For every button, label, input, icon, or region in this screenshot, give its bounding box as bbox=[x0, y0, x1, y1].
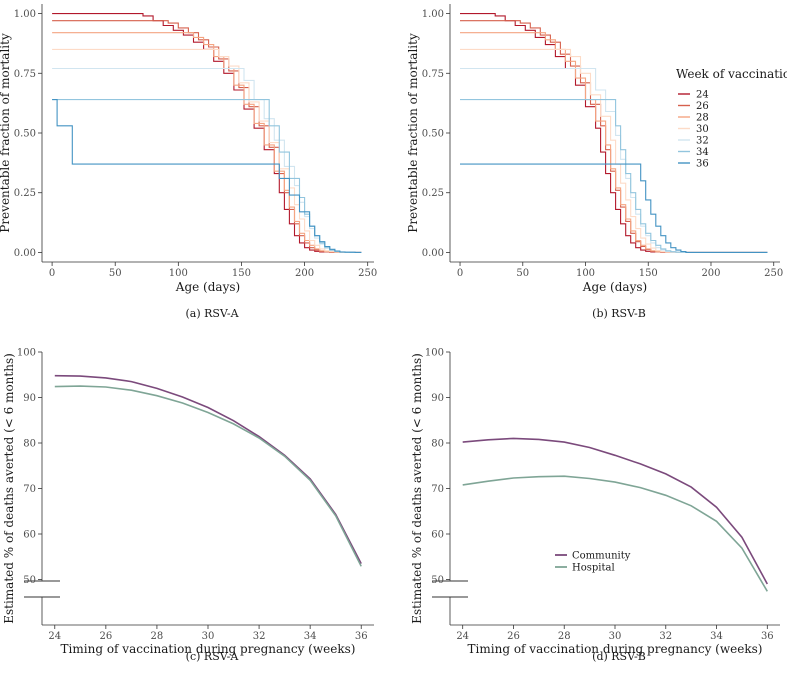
x-tick-label: 32 bbox=[253, 631, 266, 642]
x-tick-label: 50 bbox=[516, 268, 529, 279]
y-tick-label: 70 bbox=[23, 484, 36, 495]
x-tick-label: 30 bbox=[609, 631, 622, 642]
y-tick-label: 0.25 bbox=[14, 188, 36, 199]
y-tick-label: 50 bbox=[23, 575, 36, 586]
series-line-community bbox=[462, 437, 769, 585]
legend-label: 26 bbox=[696, 101, 709, 112]
series-line-week-30 bbox=[460, 48, 768, 253]
x-tick-label: 36 bbox=[355, 631, 368, 642]
x-tick-label: 50 bbox=[109, 268, 122, 279]
x-axis-label: Timing of vaccination during pregnancy (… bbox=[61, 642, 356, 656]
x-axis-label: Timing of vaccination during pregnancy (… bbox=[468, 642, 763, 656]
x-axis-label: Age (days) bbox=[582, 280, 647, 294]
x-tick-label: 26 bbox=[99, 631, 112, 642]
chart-b: 0.00 0.25 0.50 0.75 1.00 0 50 100 150 200 250 Age (… bbox=[406, 4, 787, 320]
series-line-hospital bbox=[54, 385, 362, 567]
y-axis-label: Preventable fraction of mortality bbox=[0, 33, 12, 233]
x-tick-label: 200 bbox=[295, 268, 314, 279]
y-tick-label: 1.00 bbox=[14, 9, 36, 20]
x-tick-label: 150 bbox=[232, 268, 251, 279]
series-line-week-32 bbox=[52, 67, 362, 253]
y-tick-label: 100 bbox=[17, 348, 36, 359]
x-tick-label: 34 bbox=[710, 631, 723, 642]
x-tick-label: 36 bbox=[761, 631, 774, 642]
series-line-week-36 bbox=[460, 163, 768, 253]
legend-title: Week of vaccination bbox=[676, 67, 787, 81]
x-tick-label: 32 bbox=[659, 631, 672, 642]
legend-label: 28 bbox=[696, 113, 709, 124]
x-tick-label: 34 bbox=[304, 631, 317, 642]
y-tick-label: 0.50 bbox=[14, 129, 36, 140]
y-tick-label: 60 bbox=[431, 530, 444, 541]
y-tick-label: 100 bbox=[425, 348, 444, 359]
y-tick-label: 80 bbox=[23, 439, 36, 450]
x-tick-label: 200 bbox=[701, 268, 720, 279]
x-tick-label: 30 bbox=[202, 631, 215, 642]
y-tick-label: 0.50 bbox=[422, 129, 444, 140]
legend-label: 36 bbox=[696, 159, 709, 170]
legend-label: Hospital bbox=[572, 563, 615, 574]
y-tick-label: 0.00 bbox=[14, 248, 36, 259]
x-tick-label: 24 bbox=[48, 631, 61, 642]
chart-a: 0.00 0.25 0.50 0.75 1.00 0 50 100 150 200 250 Age (… bbox=[0, 4, 377, 320]
x-tick-label: 28 bbox=[558, 631, 571, 642]
series-line-week-36 bbox=[52, 99, 362, 253]
series-line-week-26 bbox=[460, 20, 768, 253]
y-tick-label: 60 bbox=[23, 530, 36, 541]
figure-caption: (a) RSV-A bbox=[185, 307, 239, 320]
x-axis-label: Age (days) bbox=[175, 280, 240, 294]
y-tick-label: 50 bbox=[431, 575, 444, 586]
y-tick-label: 80 bbox=[431, 439, 444, 450]
series-line-week-30 bbox=[52, 48, 362, 253]
legend-label: Community bbox=[572, 551, 631, 562]
series-line-week-24 bbox=[460, 13, 768, 253]
series-line-week-32 bbox=[460, 67, 768, 253]
series-line-week-28 bbox=[460, 32, 768, 253]
series-line-week-24 bbox=[52, 13, 362, 253]
series-line-community bbox=[54, 374, 362, 564]
y-tick-label: 1.00 bbox=[422, 9, 444, 20]
legend-label: 24 bbox=[696, 90, 709, 101]
figure-caption: (b) RSV-B bbox=[592, 307, 646, 320]
series-line-week-26 bbox=[52, 20, 362, 253]
series-line-week-28 bbox=[52, 32, 362, 253]
y-axis-label: Preventable fraction of mortality bbox=[406, 33, 420, 233]
x-tick-label: 150 bbox=[639, 268, 658, 279]
x-tick-label: 26 bbox=[507, 631, 520, 642]
series-line-week-34 bbox=[460, 99, 768, 253]
y-tick-label: 90 bbox=[431, 393, 444, 404]
legend-label: 34 bbox=[696, 147, 709, 158]
y-axis-label: Estimated % of deaths averted (< 6 month… bbox=[410, 353, 424, 624]
y-tick-label: 0.75 bbox=[422, 69, 444, 80]
figure-caption: (c) RSV-A bbox=[186, 650, 240, 663]
x-tick-label: 250 bbox=[764, 268, 783, 279]
y-axis-label: Estimated % of deaths averted (< 6 month… bbox=[2, 353, 16, 624]
y-tick-label: 0.75 bbox=[14, 69, 36, 80]
x-tick-label: 100 bbox=[169, 268, 188, 279]
x-tick-label: 24 bbox=[456, 631, 469, 642]
x-tick-label: 0 bbox=[457, 268, 463, 279]
legend-label: 32 bbox=[696, 136, 709, 147]
figure-caption: (d) RSV-B bbox=[592, 650, 646, 663]
legend-label: 30 bbox=[696, 124, 709, 135]
x-tick-label: 250 bbox=[358, 268, 377, 279]
y-tick-label: 70 bbox=[431, 484, 444, 495]
x-tick-label: 28 bbox=[151, 631, 164, 642]
x-tick-label: 0 bbox=[49, 268, 55, 279]
x-tick-label: 100 bbox=[576, 268, 595, 279]
y-tick-label: 90 bbox=[23, 393, 36, 404]
series-line-hospital bbox=[462, 475, 768, 592]
y-tick-label: 0.00 bbox=[422, 248, 444, 259]
y-tick-label: 0.25 bbox=[422, 188, 444, 199]
